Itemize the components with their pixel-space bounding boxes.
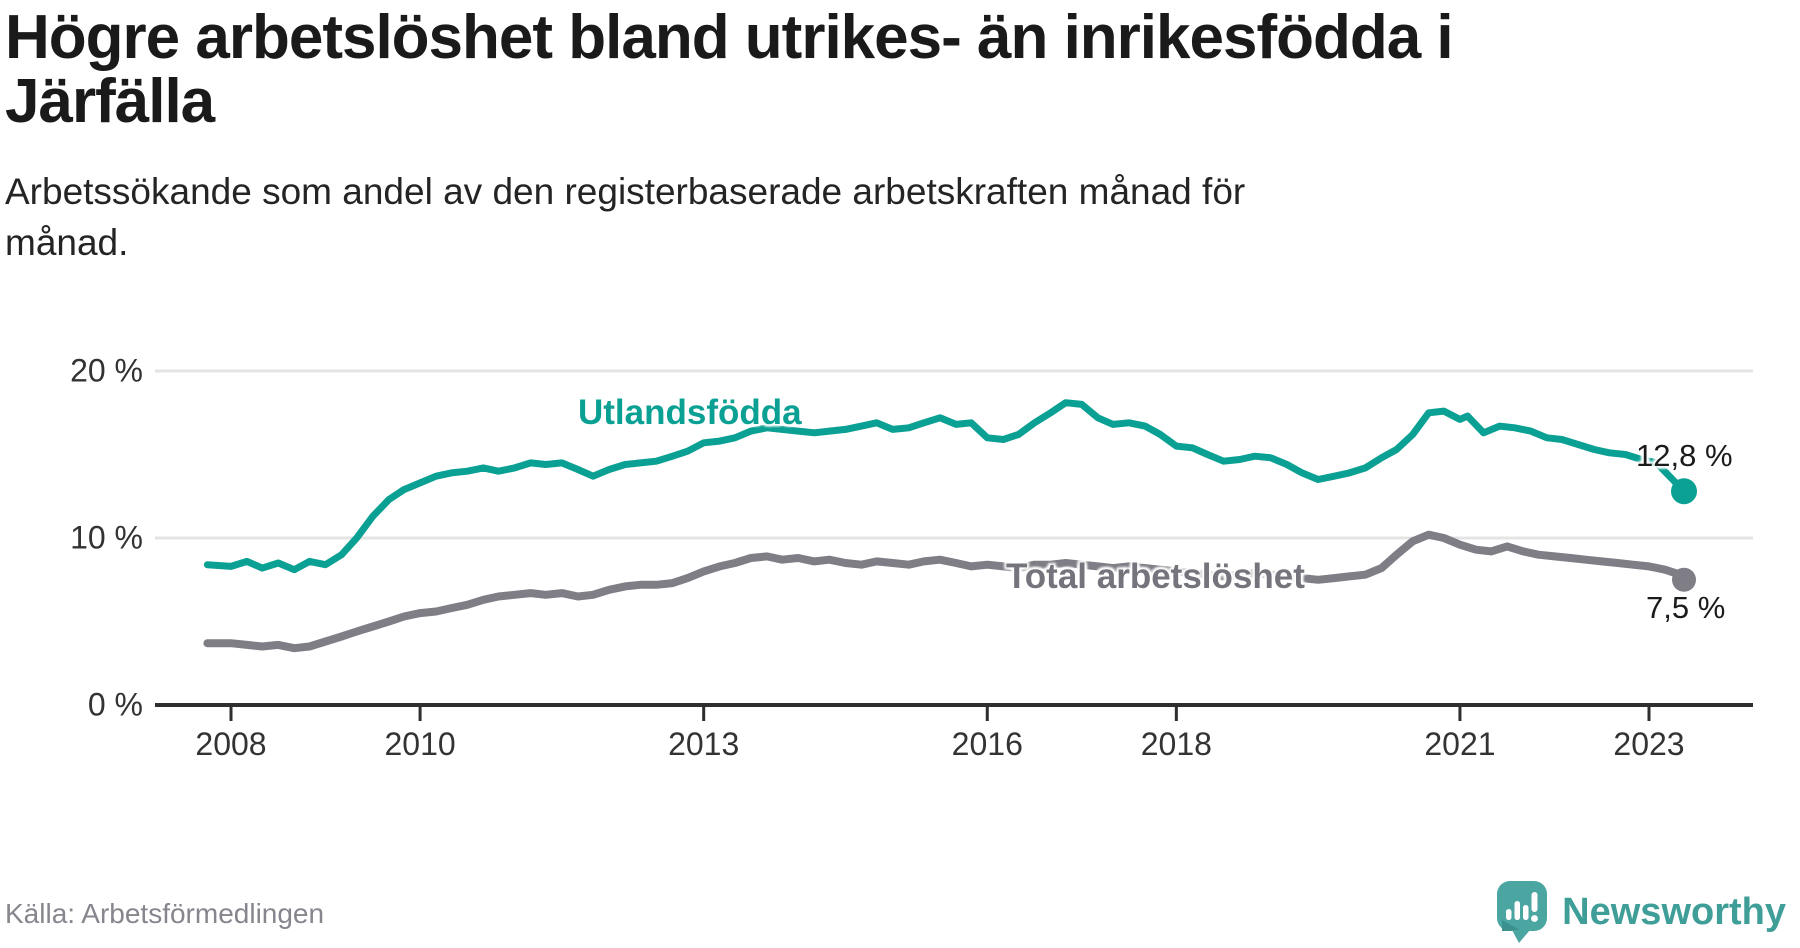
series-end-dot-utlandsfodda [1670, 478, 1697, 505]
x-tick-label-2008: 2008 [195, 726, 267, 762]
chart-title-line1: Högre arbetslöshet bland utrikes- än inr… [5, 3, 1454, 72]
series-label-utlandsfodda: Utlandsfödda [578, 393, 802, 432]
x-tick-label-2018: 2018 [1140, 726, 1212, 762]
series-line-utlandsfodda [203, 399, 1688, 574]
x-tick-label-2010: 2010 [384, 726, 456, 762]
chart-subtitle: Arbetssökande som andel av den registerb… [5, 166, 1505, 268]
source-note: Källa: Arbetsförmedlingen [5, 898, 325, 929]
series-label-total-arbetsloshet: Total arbetslöshet [1006, 557, 1305, 596]
newsworthy-logo-text: Newsworthy [1562, 890, 1786, 933]
x-tick-label-2013: 2013 [668, 726, 740, 762]
end-value-label-utlandsfodda: 12,8 % [1636, 438, 1733, 473]
series-line-total [203, 530, 1688, 653]
x-tick-label-2021: 2021 [1424, 726, 1496, 762]
y-tick-label-10: 10 % [70, 519, 143, 556]
x-tick-label-2023: 2023 [1613, 726, 1685, 762]
y-tick-label-0: 0 % [87, 686, 143, 723]
chart-subtitle-line2: månad. [5, 222, 129, 264]
chart-title-line2: Järfälla [5, 66, 215, 136]
y-tick-label-20: 20 % [70, 352, 143, 389]
newsworthy-logo: Newsworthy [1496, 880, 1786, 944]
chart-subtitle-line1: Arbetssökande som andel av den registerb… [5, 171, 1246, 212]
chart-title: Högre arbetslöshet bland utrikes- än inr… [5, 6, 1705, 134]
end-value-label-total: 7,5 % [1646, 590, 1726, 625]
newsworthy-speech-bubble-icon [1497, 881, 1548, 943]
x-tick-label-2016: 2016 [951, 726, 1023, 762]
series-end-dot-total [1671, 567, 1696, 592]
